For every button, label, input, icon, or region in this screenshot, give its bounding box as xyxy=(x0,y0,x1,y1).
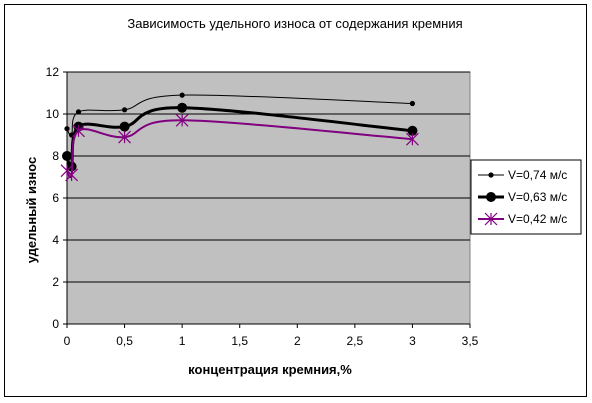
x-tick-label: 1,5 xyxy=(231,334,248,348)
y-tick-label: 12 xyxy=(46,65,60,79)
legend-entry: V=0,74 м/с xyxy=(508,168,567,182)
y-tick-label: 4 xyxy=(52,233,59,247)
y-tick-label: 10 xyxy=(46,107,60,121)
y-axis-label: удельный износ xyxy=(24,157,39,264)
data-point xyxy=(65,168,79,182)
data-point xyxy=(406,132,419,146)
y-tick-label: 0 xyxy=(52,317,59,331)
legend-marker xyxy=(486,192,496,202)
data-point xyxy=(175,113,189,127)
x-axis-label: концентрация кремния,% xyxy=(188,362,352,377)
series-layer xyxy=(60,92,419,182)
x-tick-label: 2,5 xyxy=(347,334,364,348)
data-point xyxy=(118,130,131,144)
y-tick-label: 2 xyxy=(52,275,59,289)
data-point xyxy=(407,125,418,136)
x-tick-label: 0 xyxy=(64,334,71,348)
x-tick-label: 0,5 xyxy=(116,334,133,348)
legend: V=0,74 м/с V=0,63 м/с V=0,42 м/с xyxy=(470,159,582,235)
chart-title: Зависимость удельного износа от содержан… xyxy=(127,16,462,31)
series-3 xyxy=(60,113,419,182)
data-point xyxy=(409,100,416,107)
data-point xyxy=(121,107,128,113)
series-1 xyxy=(64,92,416,138)
data-point xyxy=(75,109,82,115)
legend-entry: V=0,63 м/с xyxy=(508,190,567,204)
x-tick-label: 2 xyxy=(294,334,301,348)
y-tick-label: 6 xyxy=(52,191,59,205)
data-point xyxy=(119,121,130,132)
data-point xyxy=(177,102,188,113)
x-tick-label: 3 xyxy=(409,334,416,348)
tick-labels: 0 2 4 6 8 10 12 0 0,5 1 1,5 2 2,5 3 3,5 xyxy=(46,65,479,348)
data-point xyxy=(72,124,85,138)
data-point xyxy=(179,92,185,98)
x-tick-label: 1 xyxy=(179,334,186,348)
legend-marker xyxy=(488,172,494,178)
data-point xyxy=(64,126,70,132)
x-tick-label: 3,5 xyxy=(462,334,479,348)
legend-marker xyxy=(484,212,498,226)
y-tick-label: 8 xyxy=(52,149,59,163)
axes xyxy=(63,71,471,328)
data-point xyxy=(62,151,72,161)
legend-entry: V=0,42 м/с xyxy=(508,212,567,226)
